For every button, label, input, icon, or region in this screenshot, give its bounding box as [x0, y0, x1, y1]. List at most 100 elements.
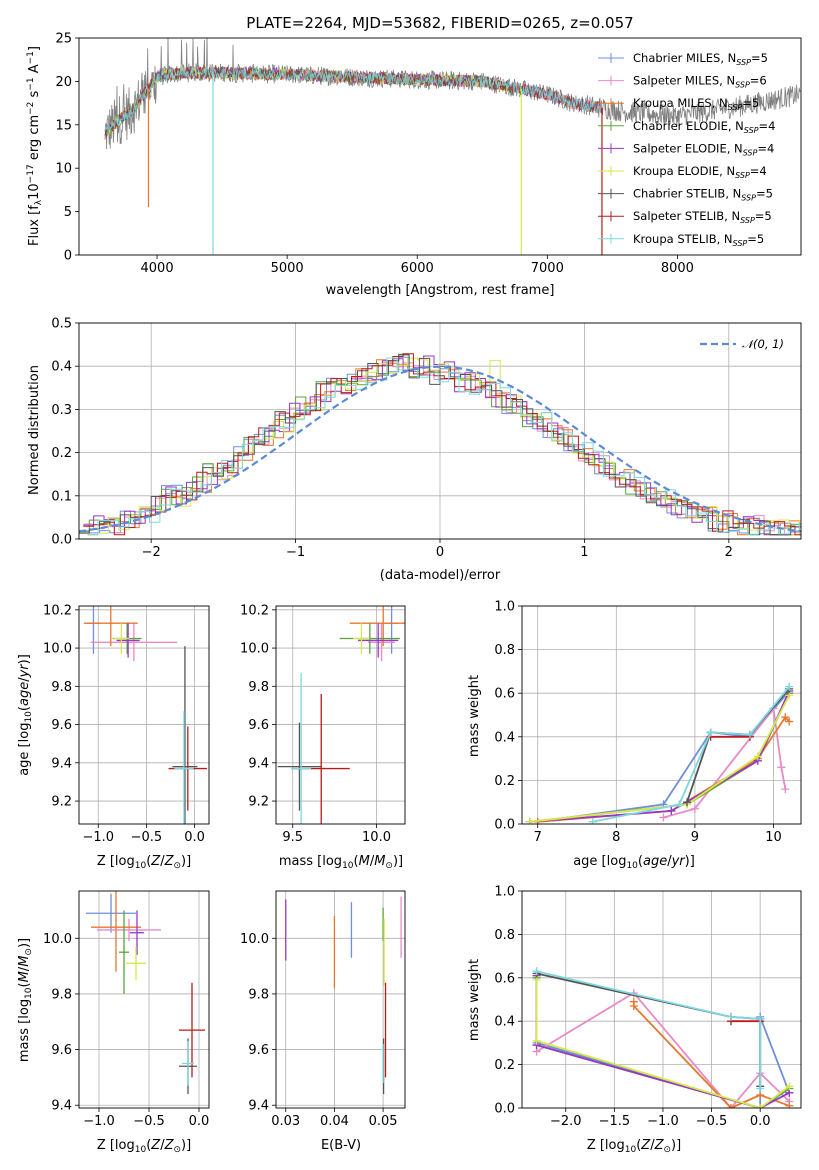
y-tick-label: 9.4 [248, 756, 269, 771]
data-point [753, 752, 762, 761]
x-tick-label: 8 [612, 830, 620, 845]
axes-frame [78, 605, 210, 825]
plot-area [104, 38, 801, 255]
axes-frame [275, 605, 406, 825]
data-point [532, 967, 541, 976]
legend-label: Chabrier STELIB, NSSP=5 [633, 187, 773, 203]
age-vs-mass-panel: 9.5 10.0 9.2 9.4 9.6 9.8 10.0 10.2 [240, 603, 406, 845]
x-tick-label: −0.5 [131, 830, 163, 845]
x-tick-label: −1.5 [599, 1114, 631, 1129]
age-vs-z-panel: −1.0 −0.5 0.0 9.2 9.4 9.6 9.8 10.0 10.2 [43, 603, 210, 845]
y-tick-label: 0.0 [51, 533, 72, 548]
series-line [536, 972, 762, 1087]
y-tick-label: 0.0 [494, 1102, 515, 1117]
y-tick-label: 0.2 [494, 1058, 515, 1073]
data-point [706, 728, 715, 737]
massz-ylabel: mass [log10(M/M⊙)] [17, 938, 34, 1062]
y-tick-label: 9.4 [51, 1099, 72, 1114]
axes-frame [521, 605, 802, 825]
x-tick-label: −0.5 [133, 1114, 165, 1129]
y-tick-label: 0.8 [494, 928, 515, 943]
legend-label: Salpeter STELIB, NSSP=5 [633, 209, 772, 225]
x-tick-label: 5000 [271, 261, 304, 276]
series-line [529, 692, 791, 823]
data-point [727, 1012, 736, 1021]
series-line [663, 706, 787, 819]
plot-area [285, 896, 402, 1095]
masse-xlabel: E(B-V) [321, 1138, 361, 1153]
data-point [690, 804, 699, 813]
x-tick-label: −1.0 [83, 1114, 115, 1129]
x-tick-label: 0.0 [750, 1114, 771, 1129]
x-tick-label: 9 [691, 830, 699, 845]
y-tick-label: 10.2 [43, 603, 72, 618]
data-point [785, 1101, 794, 1108]
histogram-step [87, 359, 801, 536]
x-tick-label: −1.0 [647, 1114, 679, 1129]
y-tick-label: 0.1 [51, 489, 72, 504]
y-tick-label: 0.5 [51, 317, 72, 332]
residual-xlabel: (data-model)/error [380, 568, 501, 583]
legend-label: Salpeter ELODIE, NSSP=4 [633, 141, 774, 157]
legend-label: Kroupa STELIB, NSSP=5 [633, 232, 764, 248]
mwage-ylabel: mass weight [467, 675, 482, 757]
data-point [785, 717, 794, 726]
plot-area [83, 606, 208, 824]
series-line [536, 970, 762, 1089]
y-tick-label: 9.2 [51, 795, 72, 810]
x-tick-label: 0.0 [189, 1114, 210, 1129]
data-point [675, 800, 684, 809]
plot-area [86, 891, 205, 1095]
x-tick-label: 0.05 [369, 1114, 398, 1129]
y-tick-label: 9.8 [248, 987, 269, 1002]
y-tick-label: 0.6 [494, 971, 515, 986]
data-point [683, 798, 692, 807]
data-point [525, 817, 534, 824]
y-tick-label: 0.4 [51, 360, 72, 375]
series-line [535, 980, 790, 1108]
data-point [781, 785, 790, 794]
legend-label: Kroupa MILES, NSSP=5 [633, 96, 759, 112]
histogram-step [83, 353, 801, 536]
x-tick-label: −1 [286, 545, 305, 560]
y-tick-label: 9.6 [51, 718, 72, 733]
x-tick-label: 0 [436, 545, 444, 560]
y-tick-label: 5 [64, 205, 72, 220]
residual-ylabel: Normed distribution [27, 365, 42, 495]
legend-label: Kroupa ELODIE, NSSP=4 [633, 164, 767, 180]
model-spectrum [104, 65, 602, 134]
x-tick-label: 4000 [141, 261, 174, 276]
data-point [532, 1036, 541, 1045]
y-tick-label: 9.8 [248, 680, 269, 695]
mwz-xlabel: Z [log10(Z/Z⊙)] [587, 1138, 681, 1155]
y-tick-label: 0 [64, 249, 72, 264]
massz-xlabel: Z [log10(Z/Z⊙)] [97, 1138, 191, 1155]
data-point [781, 713, 790, 722]
histogram-step [87, 357, 801, 536]
data-point [756, 1015, 765, 1024]
plot-area [532, 967, 794, 1108]
spectrum-xlabel: wavelength [Angstrom, rest frame] [326, 283, 555, 298]
axes-frame [78, 37, 802, 256]
axes-frame [275, 890, 406, 1109]
histogram-step [87, 357, 801, 536]
y-tick-label: 15 [55, 118, 72, 133]
y-tick-label: 9.8 [51, 680, 72, 695]
x-tick-label: 7 [534, 830, 542, 845]
y-tick-label: 10.2 [240, 603, 269, 618]
data-point [745, 730, 754, 739]
mwz-ylabel: mass weight [467, 959, 482, 1041]
x-tick-label: 7000 [531, 261, 564, 276]
y-tick-label: 10.0 [240, 932, 269, 947]
x-tick-label: −1.0 [82, 830, 114, 845]
y-tick-label: 9.2 [248, 795, 269, 810]
x-tick-label: 0.04 [320, 1114, 349, 1129]
agez-ylabel: age [log10(age/yr)] [17, 654, 34, 776]
agem-xlabel: mass [log10(M/M⊙)] [279, 854, 403, 871]
x-tick-label: −0.5 [696, 1114, 728, 1129]
series-line [529, 694, 791, 823]
y-tick-label: 10.0 [43, 932, 72, 947]
x-tick-label: 10.0 [362, 830, 391, 845]
normal-curve [79, 365, 801, 533]
